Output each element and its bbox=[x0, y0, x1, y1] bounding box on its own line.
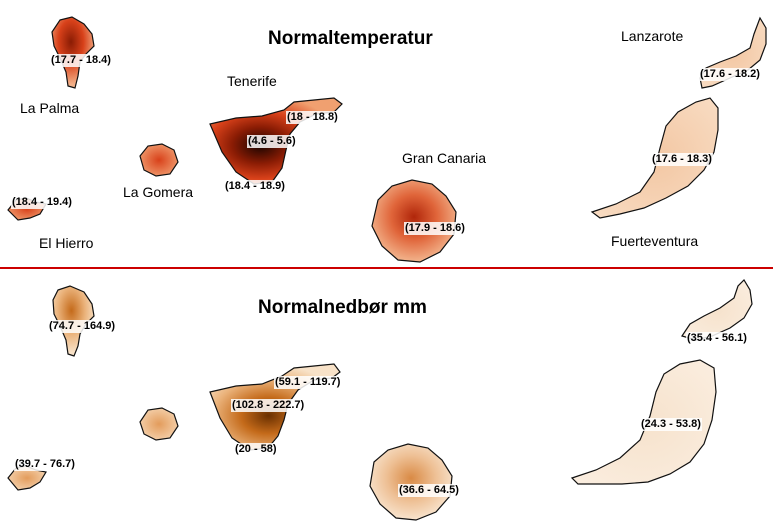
temperature-title: Normaltemperatur bbox=[268, 28, 433, 49]
precip-range-lanzarote: (35.4 - 56.1) bbox=[686, 332, 748, 345]
island-name-el-hierro: El Hierro bbox=[39, 235, 94, 251]
temp-range-tenerife-east: (18 - 18.8) bbox=[286, 111, 339, 124]
island-name-la-palma: La Palma bbox=[20, 100, 80, 116]
precipitation-title: Normalnedbør mm bbox=[258, 297, 427, 318]
island-name-lanzarote: Lanzarote bbox=[621, 28, 684, 44]
precip-range-fuerteventura: (24.3 - 53.8) bbox=[640, 418, 702, 431]
precip-range-gran-canaria: (36.6 - 64.5) bbox=[398, 484, 460, 497]
la-palma-temperature-shape bbox=[51, 16, 95, 89]
temperature-panel bbox=[7, 16, 767, 263]
gran-canaria-temperature-shape bbox=[371, 179, 457, 263]
temp-range-el-hierro: (18.4 - 19.4) bbox=[11, 196, 73, 209]
la-gomera-precipitation-shape bbox=[139, 407, 179, 441]
fuerteventura-precipitation-shape bbox=[570, 359, 717, 485]
temp-range-gran-canaria: (17.9 - 18.6) bbox=[404, 222, 466, 235]
fuerteventura-temperature-shape bbox=[590, 97, 719, 219]
panel-divider bbox=[0, 267, 773, 269]
temp-range-fuerteventura: (17.6 - 18.3) bbox=[651, 153, 713, 166]
island-name-fuerteventura: Fuerteventura bbox=[611, 233, 699, 249]
la-gomera-temperature-shape bbox=[139, 143, 179, 177]
island-name-tenerife: Tenerife bbox=[227, 73, 277, 89]
precip-range-tenerife-coast: (20 - 58) bbox=[234, 443, 278, 456]
precip-range-tenerife-east: (59.1 - 119.7) bbox=[274, 376, 342, 389]
lanzarote-precipitation-shape bbox=[681, 279, 753, 341]
precip-range-tenerife-peak: (102.8 - 222.7) bbox=[231, 399, 306, 412]
temp-range-la-palma: (17.7 - 18.4) bbox=[50, 54, 112, 67]
temp-range-tenerife-peak: (4.6 - 5.6) bbox=[247, 135, 297, 148]
gran-canaria-precipitation-shape bbox=[369, 443, 453, 521]
island-name-la-gomera: La Gomera bbox=[123, 184, 194, 200]
precip-range-el-hierro: (39.7 - 76.7) bbox=[14, 458, 76, 471]
precip-range-la-palma: (74.7 - 164.9) bbox=[48, 320, 117, 333]
temp-range-tenerife-coast: (18.4 - 18.9) bbox=[224, 180, 286, 193]
island-name-gran-canaria: Gran Canaria bbox=[402, 150, 487, 166]
temp-range-lanzarote: (17.6 - 18.2) bbox=[699, 68, 761, 81]
